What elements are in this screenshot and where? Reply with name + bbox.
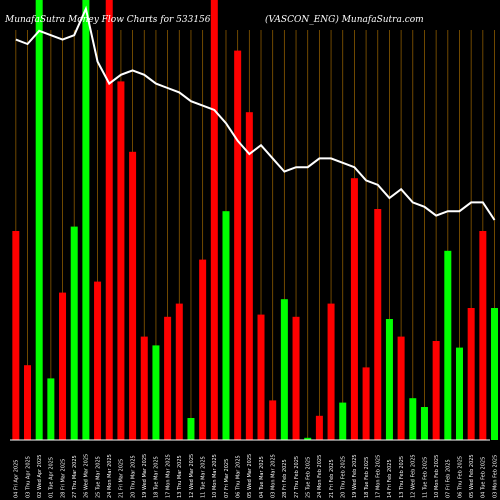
x-tick-label: 20 Thu Feb 2025 [341,456,347,498]
x-tick-label: 07 Fri Mar 2025 [224,459,230,498]
bar-down [105,0,113,440]
bar-down [432,341,440,440]
bar-down [292,316,300,440]
x-tick-label: 27 Thu Mar 2025 [72,455,78,498]
x-tick-label: 25 Tue Mar 2025 [95,456,101,498]
bar-down [129,151,137,441]
bar-down [12,231,20,440]
bar-down [210,0,218,440]
bar-down [59,292,67,440]
bar-down [467,308,475,440]
x-tick-label: 02 Wed Apr 2025 [37,455,43,498]
bar-down [374,209,382,440]
x-tick-label: 13 Thu Feb 2025 [399,456,405,498]
x-tick-label: 26 Wed Mar 2025 [84,454,90,498]
x-tick-label: 04 Fri Apr 2025 [14,460,20,498]
bar-up [385,319,393,440]
bar-up [455,347,463,440]
x-tick-label: 19 Wed Feb 2025 [352,454,358,498]
bar-down [315,415,323,440]
bar-up [339,402,347,440]
x-tick-label: 20 Thu Mar 2025 [130,455,136,498]
bar-up [82,0,90,440]
x-tick-label: 17 Mon Mar 2025 [165,454,171,498]
x-tick-label: 06 Thu Mar 2025 [235,455,241,498]
bar-down [199,259,207,440]
x-tick-labels: 04 Fri Apr 2025 03 Thu Apr 2025 02 Wed Apr… [14,454,499,498]
x-tick-label: 12 Wed Feb 2025 [411,454,417,498]
x-tick-label: 24 Mon Mar 2025 [107,454,113,498]
x-tick-label: 10 Mon Feb 2025 [434,455,440,498]
x-tick-label: 21 Fri Feb 2025 [329,459,335,498]
x-tick-label: 28 Fri Feb 2025 [282,459,288,498]
bar-down [269,400,277,440]
bar-up [491,308,499,440]
bar-up [444,250,452,440]
bar-down [117,81,125,441]
x-tick-label: 10 Mon Mar 2025 [212,454,218,498]
bar-up [409,398,417,440]
x-tick-label: 21 Fri Mar 2025 [119,459,125,498]
x-tick-label: 18 Tue Feb 2025 [364,457,370,498]
x-tick-label: 05 Wed Feb 2025 [469,454,475,498]
x-tick-label: 04 Tue Feb 2025 [481,457,487,498]
x-tick-label: 25 Tue Feb 2025 [306,457,312,498]
money-flow-line [15,5,496,221]
bar-up [187,418,195,440]
bar-down [350,178,358,440]
x-tick-label: 05 Wed Mar 2025 [247,454,253,498]
bar-down [24,365,32,440]
x-tick-label: 19 Wed Mar 2025 [142,454,148,498]
x-tick-label: 03 Thu Apr 2025 [25,456,31,498]
bar-down [327,303,335,440]
chart-source: (VASCON_ENG) MunafaSutra.com [265,14,424,25]
x-tick-label: 06 Thu Feb 2025 [457,456,463,498]
x-tick-label: 27 Thu Feb 2025 [294,456,300,498]
x-tick-label: 28 Fri Mar 2025 [60,459,66,498]
x-tick-label: 01 Tue Apr 2025 [49,457,55,498]
bar-up [35,0,43,440]
x-tick-label: 04 Tue Mar 2025 [259,456,265,498]
bar-down [479,231,487,440]
x-tick-label: 03 Mon Feb 2025 [492,455,498,498]
bar-up [70,226,78,440]
x-tick-label: 11 Tue Mar 2025 [200,456,206,498]
x-tick-label: 07 Fri Feb 2025 [446,459,452,498]
bar-up [420,407,428,440]
bar-up [152,345,160,440]
bar-down [257,314,265,440]
bar-down [94,281,102,440]
x-tick-label: 24 Mon Feb 2025 [317,455,323,498]
bar-down [245,112,253,440]
x-tick-label: 14 Fri Feb 2025 [387,459,393,498]
bar-up [280,299,288,440]
x-tick-label: 13 Thu Mar 2025 [177,455,183,498]
bar-up [222,211,230,440]
x-tick-label: 18 Tue Mar 2025 [154,456,160,498]
bar-down [164,316,172,440]
bar-up [47,378,55,440]
chart-title: MunafaSutra Money Flow Charts for 533156 [4,15,211,25]
x-tick-label: 11 Tue Feb 2025 [422,457,428,498]
bar-up [304,437,312,440]
x-tick-label: 03 Mon Mar 2025 [270,454,276,498]
bar-down [234,50,242,440]
x-tick-label: 12 Wed Mar 2025 [189,454,195,498]
x-tick-label: 17 Mon Feb 2025 [376,455,382,498]
bars [12,0,499,441]
bar-down [397,336,405,440]
bar-down [140,336,148,440]
bar-down [175,303,183,440]
bar-down [362,367,370,440]
